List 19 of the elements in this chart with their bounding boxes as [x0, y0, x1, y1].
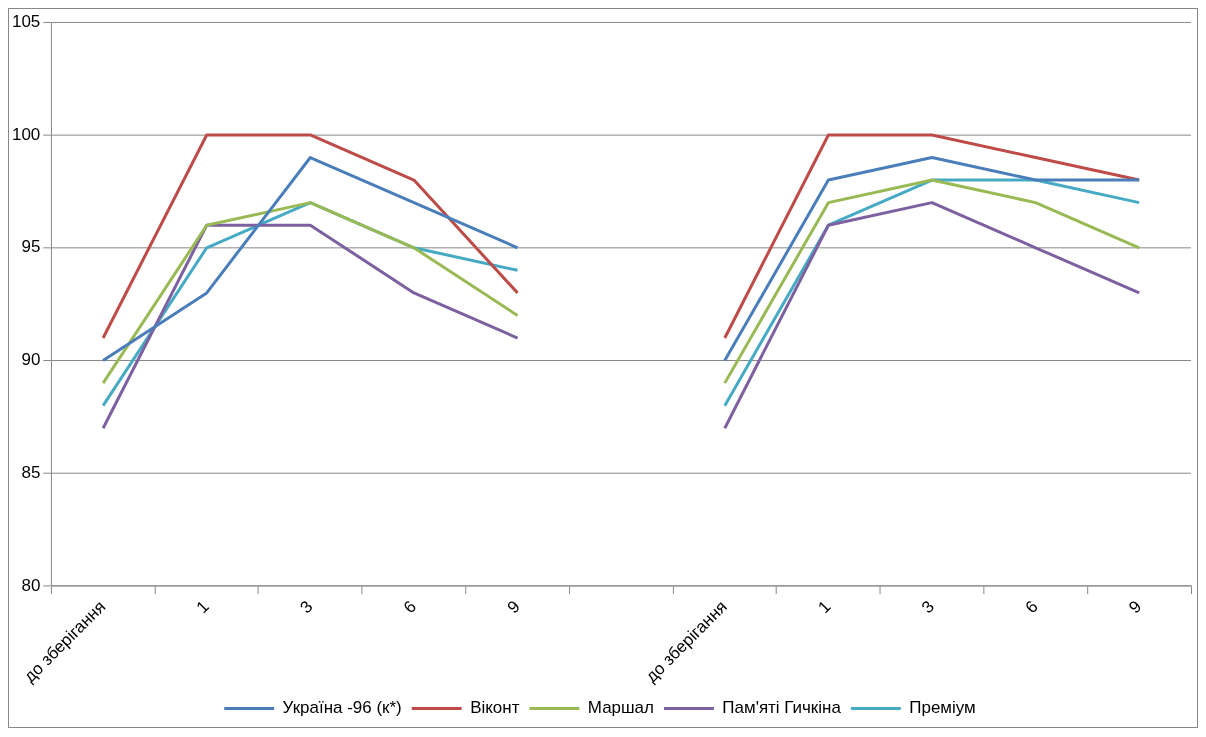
x-tick-label: 1 — [814, 597, 835, 618]
y-tick-label: 90 — [21, 350, 41, 370]
x-tick-label: 6 — [399, 597, 421, 618]
legend-label: Пам'яті Гичкіна — [722, 698, 842, 718]
legend-label: Маршал — [587, 698, 654, 718]
x-tick-label: 9 — [503, 597, 524, 618]
x-tick-label: 3 — [296, 597, 317, 618]
y-tick-label: 95 — [21, 237, 41, 257]
y-tick-label: 105 — [12, 11, 41, 31]
x-tick-label: 9 — [1125, 597, 1146, 618]
y-tick-label: 85 — [21, 463, 41, 483]
x-tick-label: 6 — [1021, 597, 1042, 618]
legend-label: Віконт — [470, 698, 520, 718]
y-tick-label: 100 — [12, 124, 41, 144]
legend-label: Преміум — [909, 698, 976, 718]
y-tick-label: 80 — [21, 575, 41, 595]
x-tick-label: 1 — [192, 597, 213, 618]
x-tick-label: 3 — [918, 597, 939, 618]
legend-label: Україна -96 (к*) — [282, 698, 402, 718]
